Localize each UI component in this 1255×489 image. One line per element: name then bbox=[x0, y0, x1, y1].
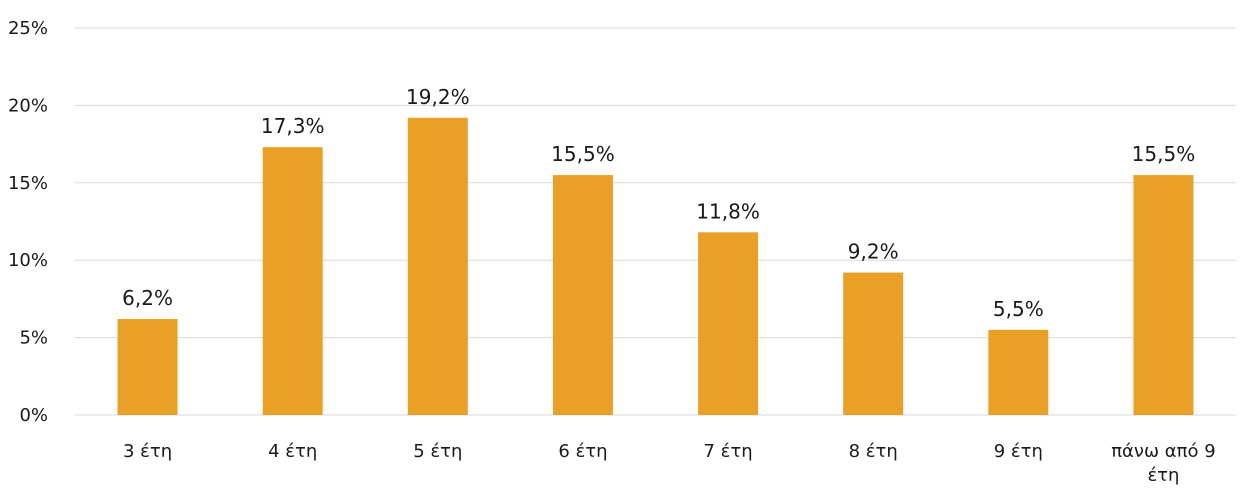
y-tick-label: 5% bbox=[19, 328, 48, 349]
bar bbox=[988, 329, 1049, 415]
y-tick-label: 20% bbox=[8, 95, 48, 116]
data-label: 19,2% bbox=[406, 85, 470, 109]
bar bbox=[698, 232, 759, 415]
data-label: 15,5% bbox=[551, 142, 615, 166]
category-label: 7 έτη bbox=[703, 441, 752, 462]
bar bbox=[843, 272, 904, 415]
bar bbox=[1133, 175, 1194, 415]
data-label: 5,5% bbox=[993, 297, 1044, 321]
category-label: 9 έτη bbox=[994, 441, 1043, 462]
bar bbox=[262, 147, 323, 416]
data-label: 15,5% bbox=[1132, 142, 1196, 166]
y-tick-label: 25% bbox=[8, 18, 48, 39]
y-tick-label: 15% bbox=[8, 173, 48, 194]
category-label: 6 έτη bbox=[558, 441, 607, 462]
category-label: 5 έτη bbox=[413, 441, 462, 462]
bar bbox=[117, 319, 178, 415]
data-label: 9,2% bbox=[848, 240, 899, 264]
y-axis-ticks: 0% 5% 10% 15% 20% 25% bbox=[8, 18, 48, 426]
y-tick-label: 0% bbox=[19, 405, 48, 426]
bars bbox=[117, 117, 1194, 416]
category-label: 3 έτη bbox=[123, 441, 172, 462]
gridlines bbox=[75, 27, 1236, 416]
bar bbox=[552, 175, 613, 415]
data-label: 17,3% bbox=[261, 114, 325, 138]
data-label: 11,8% bbox=[696, 199, 760, 223]
y-tick-label: 10% bbox=[8, 250, 48, 271]
category-label: πάνω από 9 έτη bbox=[1111, 441, 1215, 486]
category-label: 4 έτη bbox=[268, 441, 317, 462]
data-label: 6,2% bbox=[122, 286, 173, 310]
bar bbox=[407, 117, 468, 415]
x-axis-categories: 3 έτη 4 έτη 5 έτη 6 έτη 7 έτη 8 έτη 9 έτη πάνω … bbox=[123, 441, 1216, 486]
category-label: 8 έτη bbox=[849, 441, 898, 462]
data-labels: 6,2% 17,3% 19,2% 15,5% 11,8% 9,2% 5,5% 15,5% bbox=[122, 85, 1195, 321]
